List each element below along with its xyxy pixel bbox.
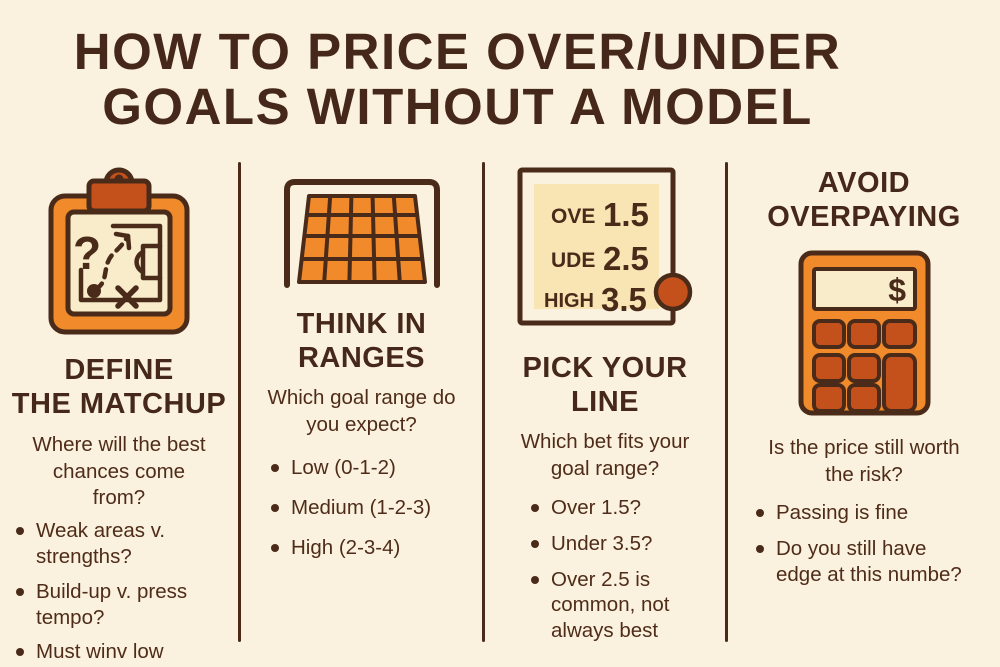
- column-title: THINK IN RANGES: [296, 308, 427, 375]
- column-think-in-ranges: THINK IN RANGES Which goal range do you …: [241, 160, 482, 667]
- bullet-item: Build-up v. press tempo?: [12, 579, 226, 631]
- column-intro: Which goal range do you expect?: [267, 386, 456, 436]
- column-define-the-matchup: ? DEFINE THE MATCHUP Where will the best…: [0, 160, 238, 667]
- odds-row-value: 1.5: [603, 196, 649, 233]
- bullet-item: Passing is fine: [752, 500, 962, 526]
- calculator-icon: $: [797, 249, 932, 422]
- bullet-list: Passing is fine Do you still have edge a…: [728, 500, 1000, 597]
- column-pick-your-line: OVE 1.5 UDE 2.5 HIGH 3.5 PICK YOUR LINE …: [485, 160, 725, 667]
- question-mark-glyph: ?: [73, 227, 101, 279]
- odds-row-value: 2.5: [603, 240, 649, 277]
- column-intro: Is the price still worth the risk?: [768, 436, 960, 486]
- column-divider: [238, 162, 241, 642]
- clipboard-tactics-icon: ?: [43, 166, 195, 343]
- column-title: PICK YOUR LINE: [522, 352, 688, 419]
- bullet-item: Must winv low block?: [12, 639, 226, 667]
- bullet-item: Do you still have edge at this numbe?: [752, 536, 962, 588]
- goal-net-icon: [277, 172, 447, 293]
- bullet-item: Weak areas v. strengths?: [12, 518, 226, 570]
- odds-row-value: 3.5: [601, 281, 647, 318]
- column-divider: [482, 162, 485, 642]
- odds-row-label: UDE: [551, 249, 595, 272]
- column-intro: Which bet fits your goal range?: [520, 430, 690, 480]
- bullet-item: Over 1.5?: [527, 495, 702, 521]
- column-title: AVOID OVERPAYING: [767, 167, 961, 234]
- dollar-sign-glyph: $: [888, 272, 906, 308]
- odds-card-icon: OVE 1.5 UDE 2.5 HIGH 3.5: [513, 166, 697, 333]
- column-title: DEFINE THE MATCHUP: [11, 354, 227, 421]
- bullet-item: Medium (1-2-3): [267, 495, 482, 521]
- bullet-item: Under 3.5?: [527, 531, 702, 557]
- main-title-line-2: GOALS WITHOUT A MODEL: [102, 78, 813, 136]
- bullet-item: Over 2.5 is common, not always best: [527, 567, 702, 644]
- bullet-item: Low (0-1-2): [267, 455, 482, 481]
- column-avoid-overpaying: AVOID OVERPAYING $ Is the pri: [728, 160, 1000, 667]
- column-divider: [725, 162, 728, 642]
- bullet-list: Over 1.5? Under 3.5? Over 2.5 is common,…: [485, 495, 725, 654]
- main-title: HOW TO PRICE OVER/UNDER GOALS WITHOUT A …: [0, 24, 915, 134]
- column-intro: Where will the best chances come from?: [32, 433, 206, 509]
- main-title-line-1: HOW TO PRICE OVER/UNDER: [73, 23, 842, 80]
- bullet-item: High (2-3-4): [267, 535, 482, 561]
- ball-marker-icon: [653, 272, 693, 312]
- bullet-list: Low (0-1-2) Medium (1-2-3) High (2-3-4): [241, 455, 482, 574]
- odds-row-label: HIGH: [544, 290, 594, 312]
- odds-row-label: OVE: [551, 205, 595, 228]
- bullet-list: Weak areas v. strengths? Build-up v. pre…: [0, 518, 238, 667]
